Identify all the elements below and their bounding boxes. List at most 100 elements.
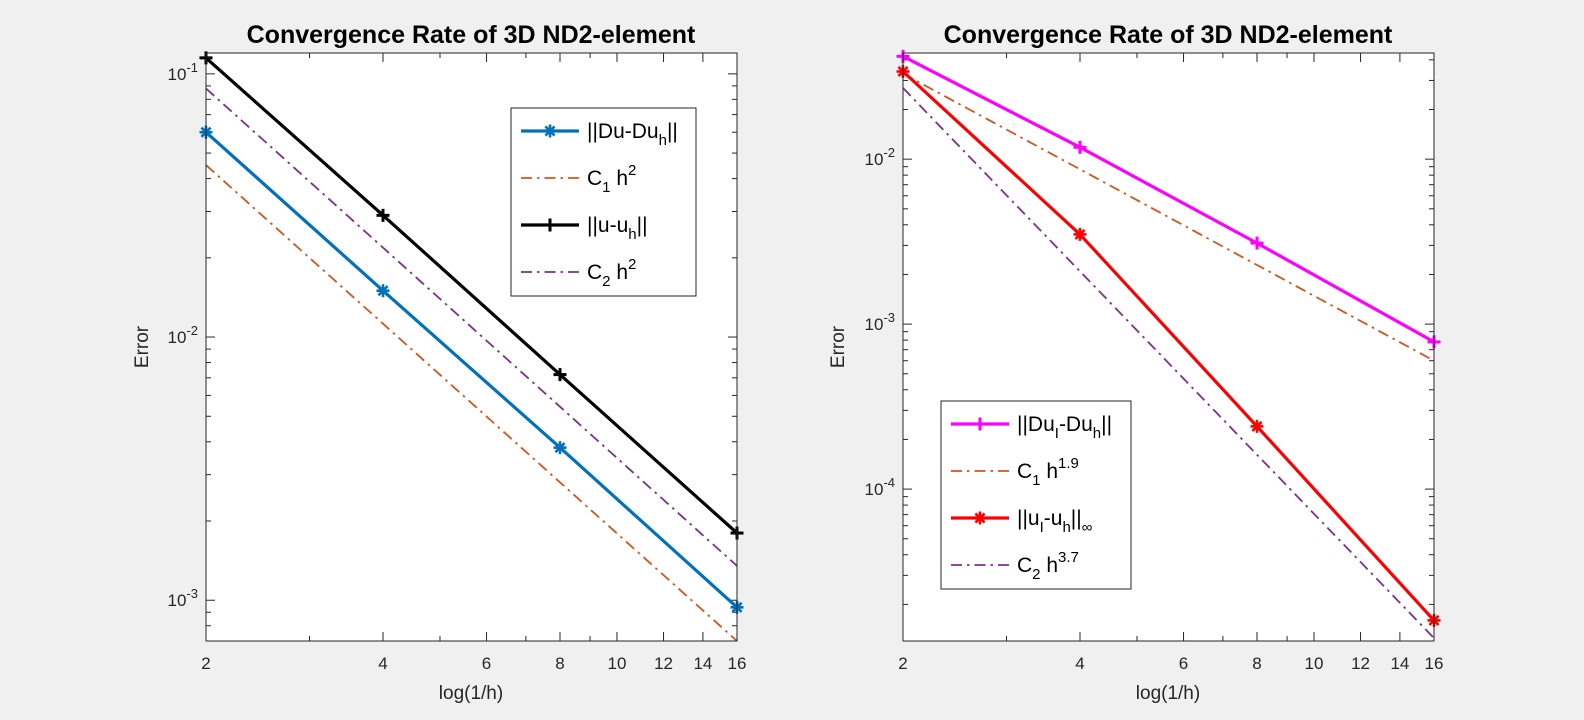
x-tick-label: 8 <box>1252 654 1261 673</box>
y-tick-label: 10-4 <box>865 475 895 499</box>
y-tick-base: 10 <box>168 328 187 347</box>
series-line <box>204 131 739 609</box>
legend-item: ||u-uh|| <box>521 214 648 243</box>
legend-label: C2 h3.7 <box>1017 549 1079 583</box>
legend-label: C1 h2 <box>587 162 636 196</box>
legend-box <box>510 107 697 297</box>
y-tick-label: 10-3 <box>865 310 895 334</box>
x-tick-label: 10 <box>1305 654 1324 673</box>
legend-label-part: C <box>587 167 602 190</box>
y-tick-base: 10 <box>865 480 884 499</box>
chart-left: Convergence Rate of 3D ND2-element Error… <box>132 21 746 704</box>
y-tick-base: 10 <box>168 591 187 610</box>
legend-label-part: ||Du-Du <box>587 120 659 143</box>
series-line <box>902 72 1435 362</box>
legend-label-part: ||u <box>1017 507 1040 530</box>
series-line <box>902 87 1435 639</box>
x-tick-label: 2 <box>898 654 907 673</box>
data-point <box>1073 140 1087 154</box>
legend-label-part: h <box>1093 425 1101 442</box>
data-point <box>1250 236 1264 250</box>
chart-title: Convergence Rate of 3D ND2-element <box>247 21 696 49</box>
x-axis-label: log(1/h) <box>439 683 503 704</box>
x-tick-label: 6 <box>1179 654 1188 673</box>
series-line <box>205 87 738 567</box>
data-point <box>1250 419 1264 433</box>
y-tick-exponent: -1 <box>186 60 198 75</box>
x-tick-label: 4 <box>378 654 387 673</box>
legend-marker <box>543 124 557 138</box>
marker-stroke <box>1074 228 1086 240</box>
plot-frame <box>902 52 1435 642</box>
data-point <box>1073 227 1087 241</box>
legend-item: C2 h2 <box>521 256 636 290</box>
data-point <box>553 441 567 455</box>
x-tick-label: 10 <box>608 654 627 673</box>
series-line <box>204 56 739 535</box>
legend-label-part: 1 <box>602 179 610 196</box>
legend-item: C2 h3.7 <box>951 549 1079 583</box>
legend-box <box>940 400 1132 590</box>
x-tick-label: 8 <box>555 654 564 673</box>
legend: ||DuI-Duh||C1 h1.9||uI-uh||∞C2 h3.7 <box>940 400 1132 590</box>
x-tick-label: 14 <box>693 654 712 673</box>
legend-label-part: I <box>1040 519 1044 536</box>
legend-label: ||u-uh|| <box>587 214 648 243</box>
x-axis-label: log(1/h) <box>1136 683 1200 704</box>
series-line <box>902 54 1435 344</box>
y-tick-label: 10-2 <box>168 323 198 347</box>
y-tick-exponent: -2 <box>186 323 198 338</box>
legend-label-part: -Du <box>1059 413 1093 436</box>
y-tick-exponent: -3 <box>883 310 895 325</box>
legend-label-part: 2 <box>1032 566 1040 583</box>
legend-label-part: || <box>637 214 648 237</box>
legend-label-part: h <box>611 167 629 190</box>
legend: ||Du-Duh||C1 h2||u-uh||C2 h2 <box>510 107 697 297</box>
marker-stroke <box>554 442 566 454</box>
marker-stroke <box>544 125 556 137</box>
legend-label-part: I <box>1055 425 1059 442</box>
legend-marker <box>543 218 557 232</box>
legend-item: ||uI-uh||∞ <box>951 507 1093 536</box>
x-tick-label: 12 <box>1351 654 1370 673</box>
legend-label-part: || <box>667 120 678 143</box>
y-tick-base: 10 <box>865 315 884 334</box>
x-tick-label: 14 <box>1390 654 1409 673</box>
y-tick-label: 10-2 <box>865 145 895 169</box>
legend-label-part: h <box>659 132 667 149</box>
y-axis-label: Error <box>828 325 849 368</box>
legend-label-part: C <box>1017 554 1032 577</box>
marker-stroke <box>1251 420 1263 432</box>
y-tick-exponent: -4 <box>883 475 895 490</box>
plot-frame <box>205 52 738 642</box>
legend-item: ||Du-Duh|| <box>521 120 678 149</box>
series-line <box>901 70 1436 622</box>
legend-label-part: 2 <box>602 273 610 290</box>
legend-label-part: C <box>1017 460 1032 483</box>
chart-title: Convergence Rate of 3D ND2-element <box>944 21 1393 49</box>
y-tick-exponent: -3 <box>186 586 198 601</box>
x-tick-label: 4 <box>1075 654 1084 673</box>
legend-label-part: h <box>1041 554 1059 577</box>
y-axis-label: Error <box>132 325 153 368</box>
x-tick-label: 12 <box>654 654 673 673</box>
legend-label-part: 1.9 <box>1058 455 1079 472</box>
legend-label-part: h <box>611 261 629 284</box>
marker-stroke <box>377 285 389 297</box>
legend-label-part: 1 <box>1032 472 1040 489</box>
legend-label: ||DuI-Duh|| <box>1017 413 1112 442</box>
legend-label-part: ||u-u <box>587 214 628 237</box>
data-point <box>376 208 390 222</box>
legend-label-part: h <box>628 226 636 243</box>
data-point <box>553 368 567 382</box>
marker-stroke <box>974 512 986 524</box>
legend-label: ||uI-uh||∞ <box>1017 507 1093 536</box>
legend-item: ||DuI-Duh|| <box>951 413 1112 442</box>
legend-marker <box>973 511 987 525</box>
legend-label-part: -u <box>1044 507 1063 530</box>
legend-label-part: 2 <box>628 256 636 273</box>
legend-label-part: || <box>1071 507 1082 530</box>
legend-label-part: h <box>1062 519 1070 536</box>
legend-item: C1 h2 <box>521 162 636 196</box>
